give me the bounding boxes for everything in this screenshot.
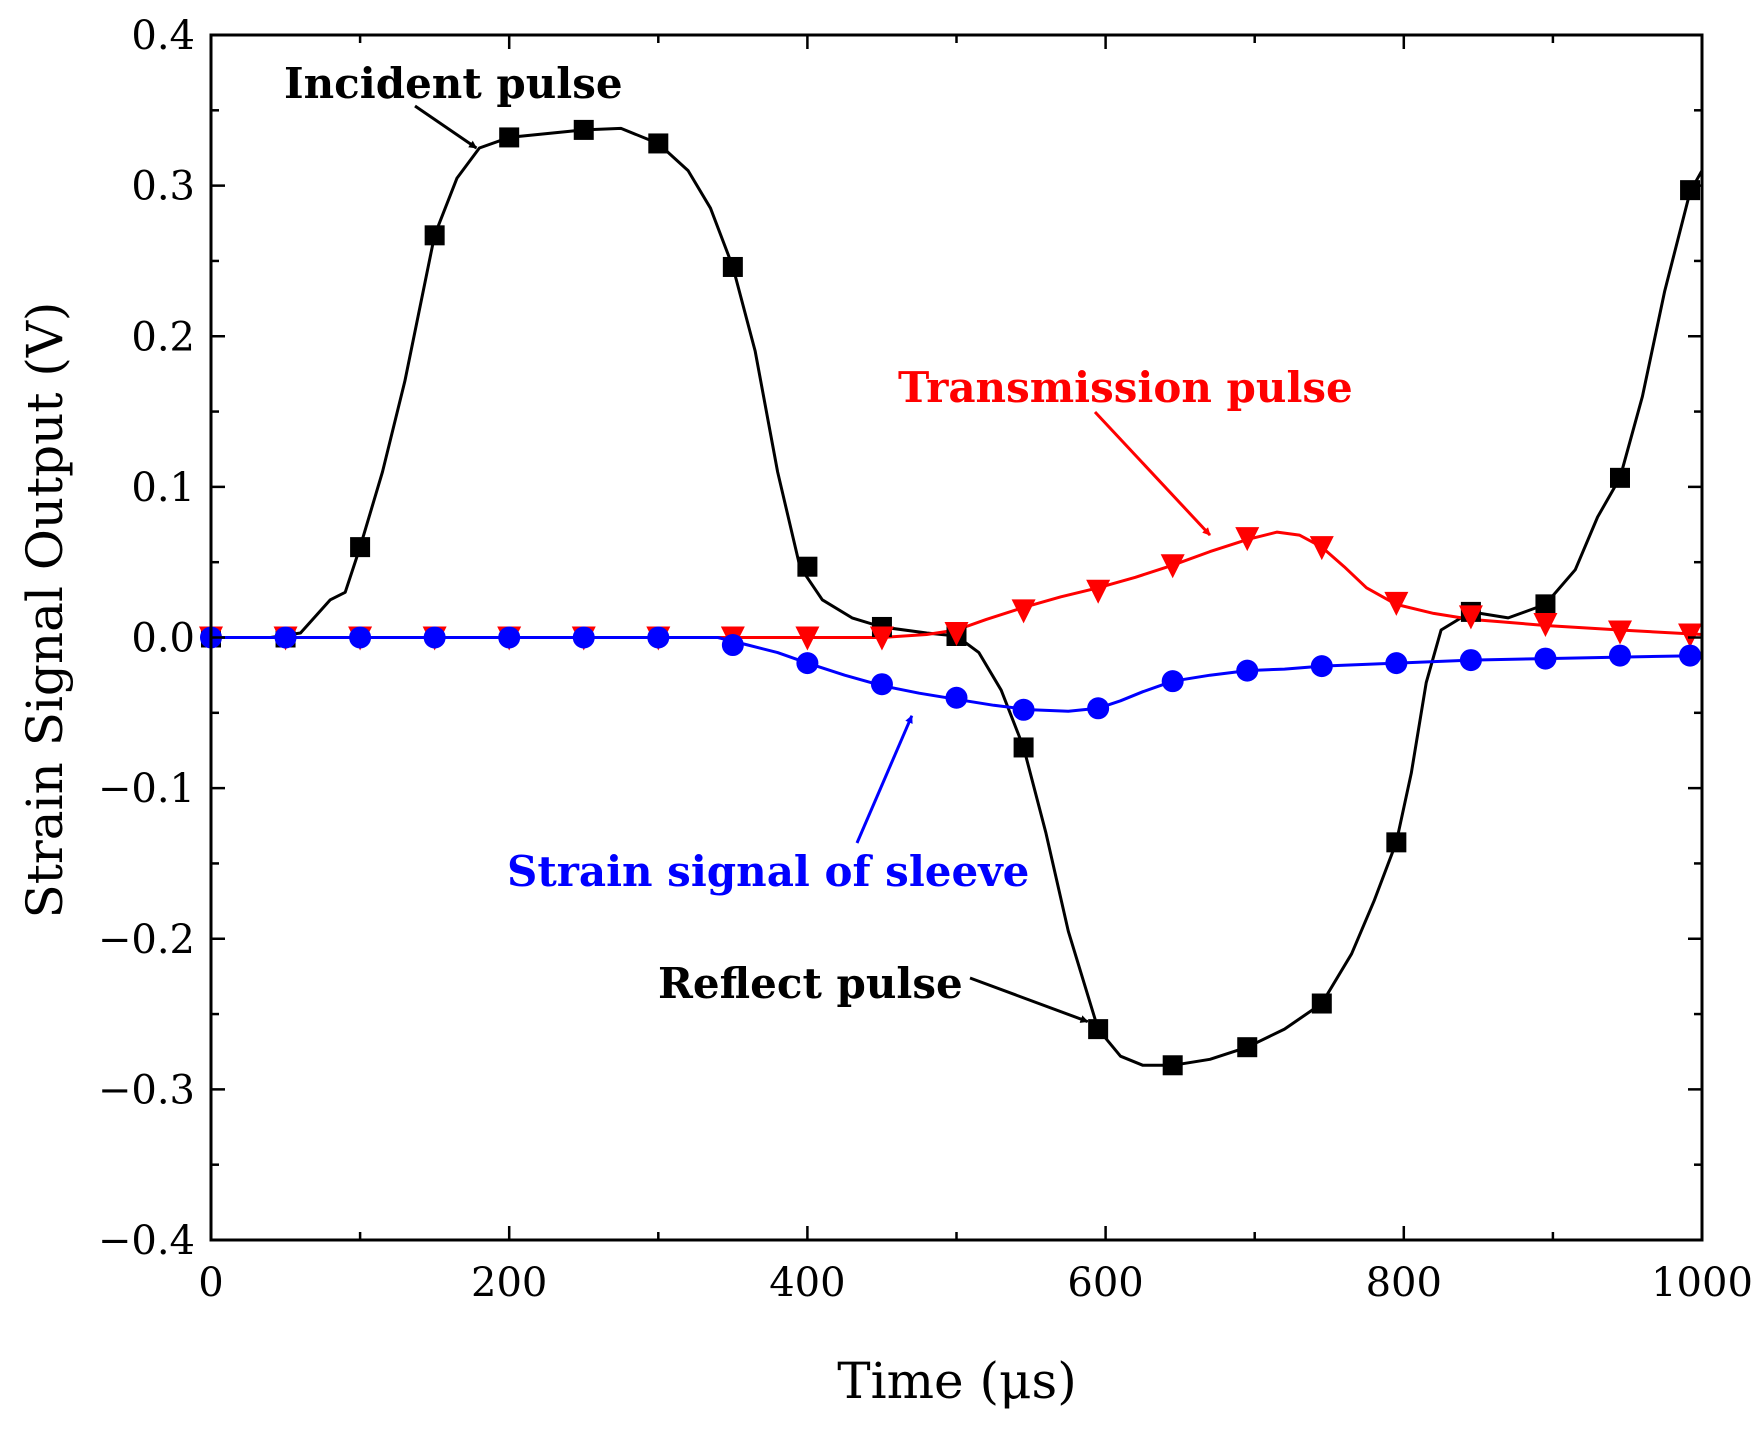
y-tick-label: −0.4 (98, 1218, 195, 1264)
y-tick-label: 0.1 (131, 465, 195, 511)
data-point-0-18 (1535, 594, 1556, 615)
data-point-1-10 (944, 621, 969, 646)
annotation-incident-arrow (414, 104, 478, 150)
data-point-0-14 (1237, 1037, 1258, 1058)
series-markers-2 (200, 626, 1702, 721)
axes-layer: 0 200 400 600 800 1000 −0.4 −0.3 −0.2 −0.1 0.0 0.1 0… (98, 13, 1753, 1306)
series-markers-1 (199, 527, 1703, 651)
data-point-1-15 (1309, 536, 1334, 561)
data-point-0-12 (1088, 1019, 1109, 1040)
data-point-2-19 (1608, 644, 1631, 667)
x-tick-label: 0 (198, 1260, 223, 1306)
data-point-2-18 (1534, 647, 1557, 670)
data-point-0-11 (1013, 737, 1034, 758)
annotation-transmission-arrow (1093, 410, 1212, 537)
y-tick-label: 0.0 (131, 616, 195, 662)
series-0 (211, 126, 1702, 1067)
data-point-1-20 (1678, 623, 1703, 648)
series-layer (199, 119, 1703, 1076)
y-tick-label: 0.2 (131, 314, 195, 360)
annotation-layer: Incident pulse Transmission pulse Strain… (284, 59, 1353, 1024)
y-axis-title: Strain Signal Output (V) (16, 302, 74, 919)
x-tick-label: 200 (471, 1260, 547, 1306)
y-tick-label: −0.2 (98, 917, 195, 963)
data-point-2-4 (498, 626, 521, 649)
data-point-0-4 (499, 127, 520, 148)
series-line-2 (211, 636, 1702, 713)
data-point-2-9 (870, 673, 893, 696)
data-point-2-8 (796, 652, 819, 675)
y-tick-label: −0.1 (98, 766, 195, 812)
data-point-1-14 (1235, 527, 1260, 552)
data-point-2-5 (572, 626, 595, 649)
data-point-0-8 (797, 556, 818, 577)
x-tick-label: 800 (1366, 1260, 1442, 1306)
data-point-1-19 (1607, 620, 1632, 645)
data-point-2-15 (1310, 655, 1333, 678)
data-point-2-16 (1385, 652, 1408, 675)
data-point-2-10 (945, 686, 968, 709)
series-line-0 (211, 126, 1702, 1067)
data-point-0-16 (1386, 832, 1407, 853)
data-point-0-2 (350, 537, 371, 558)
data-point-0-13 (1162, 1055, 1183, 1076)
annotation-reflect-pulse: Reflect pulse (658, 959, 963, 1008)
data-point-2-11 (1012, 698, 1035, 721)
data-point-1-12 (1086, 579, 1111, 604)
data-point-2-6 (647, 626, 670, 649)
data-point-0-5 (573, 119, 594, 140)
annotation-transmission-pulse: Transmission pulse (898, 363, 1353, 412)
series-markers-0 (201, 119, 1701, 1076)
annotation-strain-signal-of-sleeve: Strain signal of sleeve (507, 847, 1029, 896)
y-tick-label: 0.3 (131, 164, 195, 210)
y-tick-label: 0.4 (131, 13, 195, 59)
data-point-1-9 (869, 626, 894, 651)
data-point-1-8 (795, 626, 820, 651)
data-point-2-7 (721, 634, 744, 657)
data-point-0-15 (1311, 993, 1332, 1014)
data-point-2-13 (1161, 670, 1184, 693)
y-tick-label: −0.3 (98, 1067, 195, 1113)
series-2 (211, 636, 1702, 713)
data-point-2-20 (1679, 644, 1702, 667)
data-point-2-17 (1459, 649, 1482, 672)
annotation-reflect-arrow (969, 976, 1089, 1024)
annotation-sleeve-arrow (855, 715, 914, 844)
x-tick-label: 1000 (1651, 1260, 1753, 1306)
x-tick-label: 400 (769, 1260, 845, 1306)
data-point-0-19 (1609, 467, 1630, 488)
data-point-1-11 (1011, 599, 1036, 624)
x-tick-label: 600 (1067, 1260, 1143, 1306)
data-point-0-6 (648, 133, 669, 154)
data-point-0-7 (722, 256, 743, 277)
data-point-1-18 (1533, 612, 1558, 637)
data-point-2-2 (349, 626, 372, 649)
data-point-0-20 (1680, 180, 1701, 201)
data-point-1-16 (1384, 591, 1409, 616)
x-axis-title: Time (μs) (837, 1352, 1076, 1410)
data-point-0-3 (424, 225, 445, 246)
data-point-2-3 (423, 626, 446, 649)
annotation-incident-pulse: Incident pulse (284, 59, 623, 108)
data-point-1-17 (1458, 605, 1483, 630)
data-point-2-12 (1087, 697, 1110, 720)
data-point-1-13 (1160, 554, 1185, 579)
data-point-2-1 (274, 626, 297, 649)
data-point-2-14 (1236, 659, 1259, 682)
